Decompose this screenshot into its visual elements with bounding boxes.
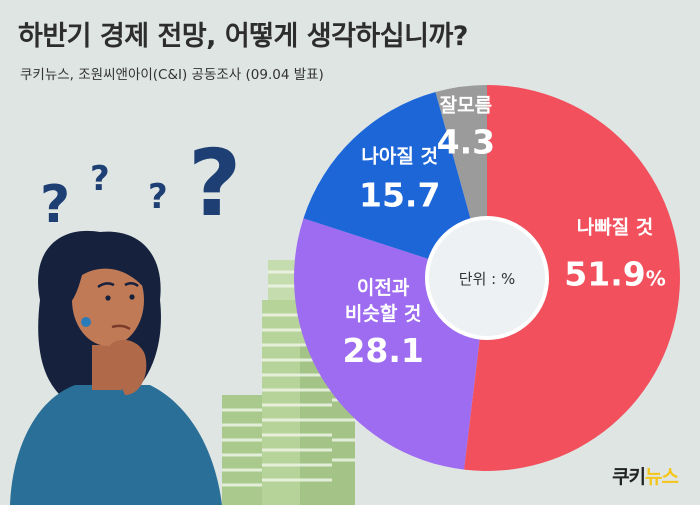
pie-slice — [303, 92, 487, 278]
slice-value-label: 15.7 — [359, 175, 440, 214]
slice-label: 이전과 비슷할 것 — [345, 277, 422, 325]
svg-text:?: ? — [90, 159, 110, 199]
svg-text:?: ? — [188, 130, 241, 237]
slice-label: 잘모름 — [440, 94, 492, 116]
question-marks: ? ? ? ? — [40, 130, 241, 237]
slice-label: 나아질 것 — [361, 145, 438, 167]
logo-text-accent: 뉴스 — [645, 466, 679, 488]
svg-text:?: ? — [148, 177, 168, 217]
kuki-news-logo: 쿠키뉴스 — [612, 462, 679, 489]
chart-title: 하반기 경제 전망, 어떻게 생각하십니까? — [18, 21, 468, 52]
slice-value-label: 28.1 — [342, 331, 423, 370]
unit-label: 단위 : % — [459, 270, 515, 288]
woman-figure — [10, 230, 222, 505]
slice-value-label: 4.3 — [437, 122, 495, 161]
chart-subtitle: 쿠키뉴스, 조원씨앤아이(C&I) 공동조사 (09.04 발표) — [20, 67, 324, 83]
logo-text-main: 쿠키 — [612, 466, 646, 488]
donut-center — [425, 216, 549, 340]
slice-label: 나빠질 것 — [577, 216, 654, 238]
svg-text:?: ? — [40, 175, 70, 235]
pie-slice — [464, 85, 680, 471]
